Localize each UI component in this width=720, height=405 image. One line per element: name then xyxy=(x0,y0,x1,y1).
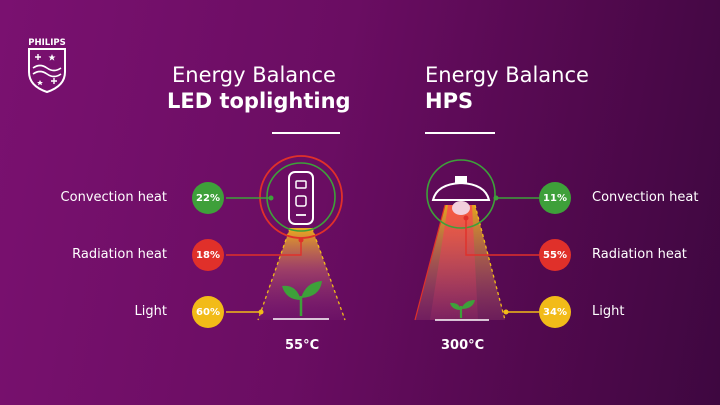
brand-name: PHILIPS xyxy=(28,38,65,48)
left-convection-badge: 22% xyxy=(192,182,224,214)
right-radiation-connector xyxy=(465,218,539,256)
left-plant-icon xyxy=(273,281,329,320)
left-radiation-label: Radiation heat xyxy=(72,247,167,262)
led-lamp-icon xyxy=(259,155,343,239)
led-light-beam xyxy=(257,227,346,321)
right-plant-icon xyxy=(435,300,489,321)
right-title-line1: Energy Balance xyxy=(425,63,589,87)
right-radiation-badge: 55% xyxy=(539,239,571,271)
right-radiation-label: Radiation heat xyxy=(592,247,687,262)
left-convection-label: Convection heat xyxy=(60,190,167,205)
philips-logo: PHILIPS xyxy=(24,36,70,94)
hps-light-beam xyxy=(414,204,506,321)
right-title-divider xyxy=(425,132,495,134)
left-temperature: 55°C xyxy=(285,338,320,353)
left-title-divider xyxy=(272,132,340,134)
right-light-label: Light xyxy=(592,304,625,319)
right-light-badge: 34% xyxy=(539,296,571,328)
left-light-label: Light xyxy=(134,304,167,319)
left-title-line1: Energy Balance xyxy=(172,63,336,87)
left-radiation-badge: 18% xyxy=(192,239,224,271)
left-light-badge: 60% xyxy=(192,296,224,328)
right-convection-badge: 11% xyxy=(539,182,571,214)
hps-lamp-icon xyxy=(426,159,496,229)
left-title-line2: LED toplighting xyxy=(167,89,351,113)
right-temperature: 300°C xyxy=(441,338,485,353)
left-radiation-connector xyxy=(226,240,302,256)
right-convection-label: Convection heat xyxy=(592,190,699,205)
right-title-line2: HPS xyxy=(425,89,474,113)
